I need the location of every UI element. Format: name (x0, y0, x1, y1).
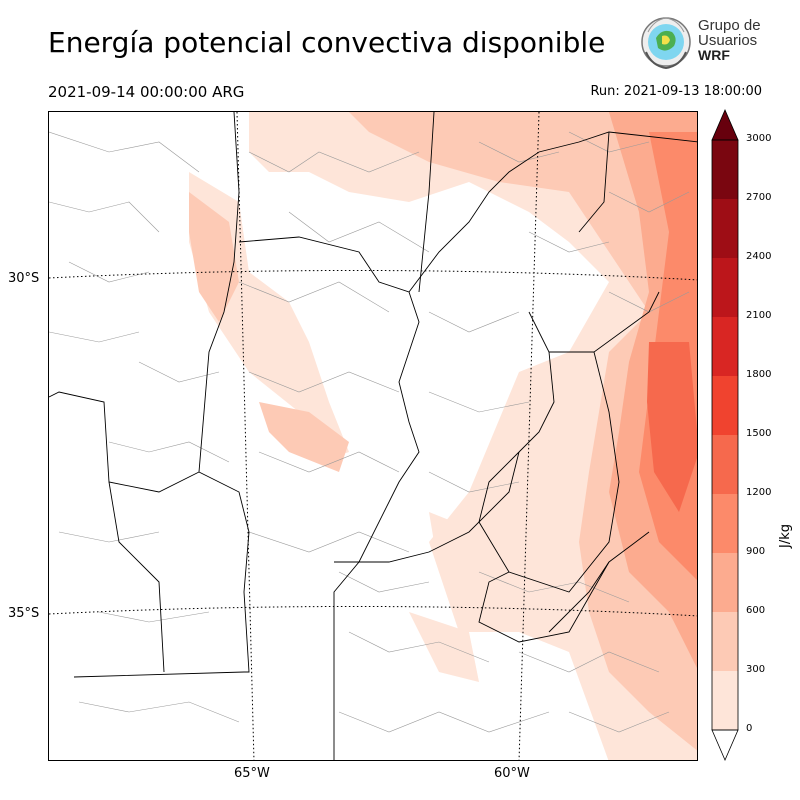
colorbar-scale (711, 108, 739, 762)
colorbar-tick-label: 2400 (746, 251, 772, 262)
logo-text: Grupo de Usuarios WRF (698, 18, 761, 63)
cape-level-1c (259, 402, 349, 472)
lat-label-30s: 30°S (8, 271, 40, 286)
lon-line-65w (236, 112, 255, 760)
colorbar-segment (712, 140, 738, 199)
cape-level-1 (249, 112, 697, 760)
cape-level-1d (429, 512, 519, 632)
cape-level-5 (647, 342, 697, 512)
colorbar-segment (712, 494, 738, 553)
colorbar-under-arrow (711, 729, 739, 762)
colorbar-segment (712, 435, 738, 494)
colorbar-segment (712, 199, 738, 258)
colorbar-tick-label: 3000 (746, 133, 772, 144)
logo-line-2: Usuarios (698, 32, 758, 49)
lon-label-60w: 60°W (494, 766, 530, 781)
lat-line-35s (49, 605, 697, 617)
lon-label-65w: 65°W (234, 766, 270, 781)
colorbar-tick-label: 600 (746, 605, 766, 616)
colorbar-tick-label: 2700 (746, 192, 772, 203)
colorbar-segment (712, 671, 738, 730)
colorbar-tick-label: 300 (746, 664, 766, 675)
colorbar-segment (712, 258, 738, 317)
colorbar-tick-label: 900 (746, 546, 766, 557)
logo-line-1: Grupo de (698, 17, 761, 34)
map-title: Energía potencial convectiva disponible (48, 26, 606, 59)
colorbar-over-arrow (711, 108, 739, 141)
colorbar-tick-label: 2100 (746, 310, 772, 321)
cape-level-1e (409, 612, 479, 682)
colorbar-segment (712, 612, 738, 671)
colorbar-tick-label: 0 (746, 723, 753, 734)
colorbar-unit: J/kg (778, 524, 793, 548)
lat-label-35s: 35°S (8, 606, 40, 621)
colorbar: 3000 2700 2400 2100 1800 1500 1200 900 600 300 0 J… (708, 108, 800, 768)
colorbar-tick-label: 1500 (746, 428, 772, 439)
lon-line-60w (518, 112, 540, 760)
run-time: Run: 2021-09-13 18:00:00 (590, 84, 762, 99)
globe-icon (641, 17, 691, 70)
logo-line-3: WRF (698, 47, 730, 63)
cape-level-2b (189, 192, 239, 322)
colorbar-segment (712, 553, 738, 612)
graticule (49, 112, 697, 760)
map-canvas (49, 112, 697, 760)
valid-time: 2021-09-14 00:00:00 ARG (48, 83, 245, 101)
colorbar-tick-label: 1800 (746, 369, 772, 380)
colorbar-segment (712, 376, 738, 435)
colorbar-tick-label: 1200 (746, 487, 772, 498)
department-boundaries (49, 131, 690, 733)
cape-map (48, 111, 698, 761)
cape-fill (189, 112, 697, 760)
lat-line-30s (49, 269, 697, 281)
cape-level-2 (349, 112, 697, 751)
province-boundaries (49, 112, 697, 760)
colorbar-segment (712, 317, 738, 376)
wrf-logo: Grupo de Usuarios WRF (638, 14, 788, 74)
